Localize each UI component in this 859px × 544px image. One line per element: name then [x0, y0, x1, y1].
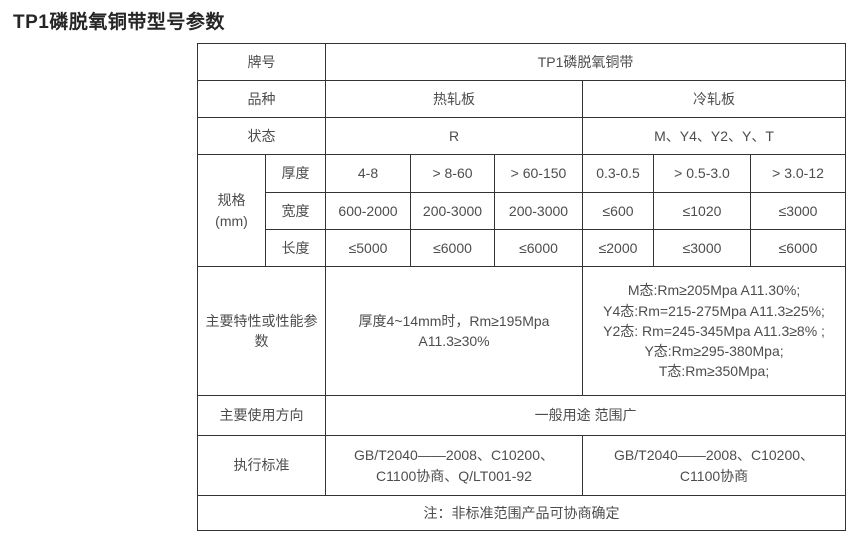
spec-row-label-cell: 宽度 — [265, 192, 326, 230]
row-brand: 牌号 TP1磷脱氧铜带 — [197, 43, 847, 81]
spec-value-cell: ≤6000 — [749, 229, 847, 267]
spec-row-label-cell: 厚度 — [265, 154, 326, 193]
variety-hot-cell: 热轧板 — [325, 80, 583, 118]
standard-cold-cell: GB/T2040——2008、C10200、 C1100协商 — [581, 435, 847, 496]
spec-value-cell: 200-3000 — [410, 192, 495, 230]
variety-label-cell: 品种 — [197, 80, 326, 118]
row-spec-length: 长度 ≤5000 ≤6000 ≤6000 ≤2000 ≤3000 ≤6000 — [198, 229, 847, 267]
usage-label-cell: 主要使用方向 — [197, 395, 326, 436]
spec-value-cell: 200-3000 — [494, 192, 583, 230]
brand-value-cell: TP1磷脱氧铜带 — [324, 43, 847, 81]
note-cell: 注：非标准范围产品可协商确定 — [196, 495, 847, 531]
spec-row-label-cell: 长度 — [265, 229, 326, 267]
state-cold-cell: M、Y4、Y2、Y、T — [581, 117, 847, 155]
parameter-table: 牌号 TP1磷脱氧铜带 品种 热轧板 冷轧板 状态 R M、Y4、Y2、Y、T … — [196, 43, 847, 531]
spec-value-cell: ≤5000 — [325, 229, 411, 267]
performance-label-cell: 主要特性或性能参 数 — [197, 266, 326, 396]
spec-value-cell: ≤3000 — [749, 192, 847, 230]
page-title: TP1磷脱氧铜带型号参数 — [13, 12, 225, 33]
row-performance: 主要特性或性能参 数 厚度4~14mm时，Rm≥195Mpa A11.3≥30%… — [197, 266, 847, 396]
spec-value-cell: 600-2000 — [325, 192, 411, 230]
usage-value-cell: 一般用途 范围广 — [324, 395, 847, 436]
standard-label-cell: 执行标准 — [197, 435, 326, 496]
spec-value-cell: > 60-150 — [494, 154, 583, 193]
variety-cold-cell: 冷轧板 — [581, 80, 847, 118]
spec-value-cell: ≤6000 — [494, 229, 583, 267]
spec-value-cell: > 8-60 — [410, 154, 495, 193]
spec-value-cell: > 0.5-3.0 — [653, 154, 751, 193]
row-spec-thickness: 规格 (mm) 厚度 4-8 > 8-60 > 60-150 0.3-0.5 >… — [197, 154, 847, 267]
state-hot-cell: R — [325, 117, 583, 155]
standard-hot-cell: GB/T2040——2008、C10200、 C1100协商、Q/LT001-9… — [325, 435, 583, 496]
row-usage: 主要使用方向 一般用途 范围广 — [197, 395, 847, 436]
spec-group-label-cell: 规格 (mm) — [197, 154, 266, 267]
spec-value-cell: ≤1020 — [653, 192, 751, 230]
spec-value-cell: 0.3-0.5 — [582, 154, 654, 193]
spec-value-cell: ≤2000 — [582, 229, 654, 267]
row-state: 状态 R M、Y4、Y2、Y、T — [197, 117, 847, 155]
spec-value-cell: ≤600 — [582, 192, 654, 230]
performance-hot-cell: 厚度4~14mm时，Rm≥195Mpa A11.3≥30% — [325, 266, 583, 396]
row-variety: 品种 热轧板 冷轧板 — [197, 80, 847, 118]
row-note: 注：非标准范围产品可协商确定 — [196, 495, 847, 531]
row-standard: 执行标准 GB/T2040——2008、C10200、 C1100协商、Q/LT… — [197, 435, 847, 496]
performance-cold-cell: M态:Rm≥205Mpa A11.30%; Y4态:Rm=215-275Mpa … — [581, 266, 847, 396]
spec-value-cell: 4-8 — [325, 154, 411, 193]
spec-value-cell: ≤6000 — [410, 229, 495, 267]
row-spec-width: 宽度 600-2000 200-3000 200-3000 ≤600 ≤1020… — [198, 192, 847, 230]
spec-value-cell: ≤3000 — [653, 229, 751, 267]
spec-value-cell: > 3.0-12 — [749, 154, 847, 193]
brand-label-cell: 牌号 — [197, 43, 326, 81]
state-label-cell: 状态 — [197, 117, 326, 155]
